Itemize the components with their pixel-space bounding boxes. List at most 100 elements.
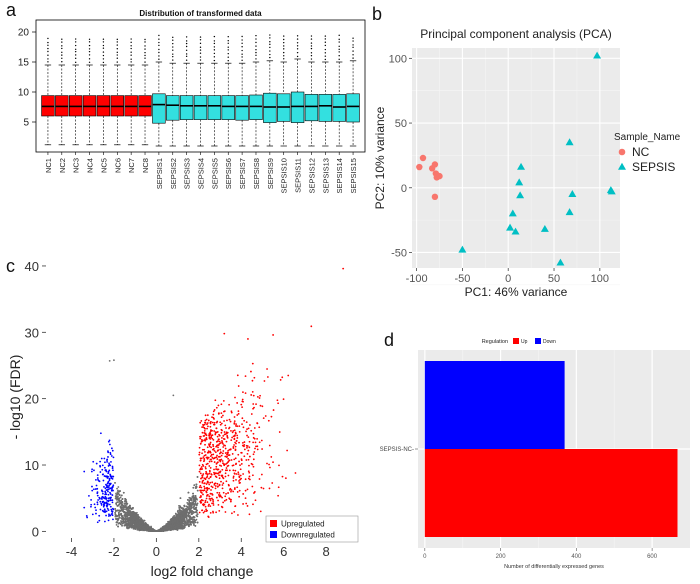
y-tick-label: 5: [23, 118, 29, 129]
volcano-point-ns: [173, 514, 176, 517]
box-outlier: [241, 42, 243, 45]
box-outlier: [172, 55, 174, 58]
box-outlier: [199, 42, 202, 45]
box-outlier: [324, 48, 327, 51]
x-axis-label: log2 fold change: [151, 563, 254, 579]
x-tick-label: SEPSIS3: [183, 158, 192, 189]
box-outlier: [241, 59, 243, 62]
y-tick-label: 0: [32, 524, 39, 539]
box-outlier: [74, 41, 77, 43]
plot-panel: [46, 256, 358, 538]
box-outlier: [116, 51, 118, 54]
box-outlier: [116, 48, 118, 50]
box-outlier: [352, 57, 354, 59]
box-outlier: [283, 38, 285, 41]
box-outlier: [88, 50, 91, 53]
y-tick-label: 20: [18, 28, 30, 39]
box-outlier: [241, 39, 243, 41]
box-outlier: [172, 46, 174, 48]
box-outlier: [185, 49, 188, 51]
box-outlier: [144, 48, 146, 50]
x-tick-label: SEPSIS15: [349, 158, 358, 193]
box-outlier: [283, 45, 285, 47]
box-outlier: [255, 34, 257, 37]
box-outlier: [296, 38, 299, 40]
chart-title: Principal component analysis (PCA): [420, 27, 611, 41]
box-outlier: [61, 54, 63, 56]
volcano-point-ns: [119, 516, 121, 519]
box-outlier: [255, 54, 257, 56]
box-outlier: [74, 61, 77, 64]
box-outlier: [199, 52, 202, 54]
box-outlier: [338, 55, 340, 57]
pca-point-sepsis: [556, 258, 565, 266]
y-tick-label: 40: [25, 259, 39, 274]
box-outlier: [310, 35, 313, 37]
box-outlier: [185, 36, 188, 38]
plot-panel: [412, 48, 620, 268]
box-outlier: [283, 51, 285, 54]
x-tick-label: NC8: [141, 158, 150, 173]
chart-title: Distribution of transformed data: [139, 9, 262, 18]
box-outlier: [199, 46, 202, 48]
panel-letter-c: c: [6, 256, 15, 276]
x-tick-label: 100: [591, 273, 609, 285]
box-outlier: [74, 48, 77, 50]
box-outlier: [158, 55, 160, 57]
box-outlier: [74, 54, 77, 56]
box-outlier: [352, 46, 354, 49]
box-outlier: [102, 44, 105, 47]
box-outlier: [227, 42, 229, 44]
box-outlier: [74, 44, 77, 47]
y-tick-label: 0: [401, 183, 407, 195]
box-outlier: [352, 40, 354, 42]
box-outlier: [172, 42, 174, 45]
box-outlier: [158, 48, 160, 51]
x-tick-label: NC1: [44, 158, 53, 173]
x-tick-label: 4: [238, 544, 245, 559]
box-outlier: [269, 46, 271, 49]
box-outlier: [144, 51, 146, 54]
box-outlier: [61, 45, 63, 47]
pca-point-sepsis: [593, 51, 602, 59]
box-outlier: [310, 42, 313, 44]
box-outlier: [227, 52, 229, 55]
box-outlier: [172, 49, 174, 51]
pca-point-nc: [419, 154, 427, 162]
box-outlier: [130, 61, 132, 63]
panel-letter-b: b: [372, 4, 383, 24]
box-outlier: [144, 54, 146, 57]
box-outlier: [185, 42, 188, 45]
box-outlier: [241, 49, 243, 52]
x-tick-label: SEPSIS2: [169, 158, 178, 189]
box-outlier: [144, 61, 146, 63]
box-outlier: [283, 41, 285, 44]
box-outlier: [158, 51, 160, 54]
legend-label-sepsis: SEPSIS: [632, 160, 675, 174]
box-outlier: [352, 54, 354, 56]
panel-letter-d: d: [384, 330, 395, 350]
box-SEPSIS9: [263, 92, 277, 123]
y-axis-label: PC2: 10% variance: [373, 106, 387, 209]
x-tick-label: SEPSIS11: [294, 158, 303, 193]
y-tick-label: 100: [389, 53, 407, 65]
volcano-point-ns: [186, 502, 189, 504]
pca-point-sepsis: [565, 208, 574, 216]
box-outlier: [130, 45, 132, 47]
box-outlier: [283, 58, 285, 60]
box-outlier: [227, 46, 229, 48]
pca-chart: Principal component analysis (PCA)-50050…: [373, 27, 681, 299]
box-outlier: [255, 45, 257, 47]
box-SEPSIS4: [193, 95, 208, 120]
x-tick-label: NC7: [127, 158, 136, 173]
pca-point-sepsis: [515, 178, 524, 186]
box-outlier: [296, 45, 299, 47]
box-outlier: [158, 44, 160, 47]
x-tick-label: SEPSIS5: [210, 158, 219, 189]
box-outlier: [352, 44, 354, 46]
y-tick-label: 30: [25, 325, 39, 340]
box-outlier: [324, 58, 327, 61]
box-outlier: [116, 57, 118, 59]
volcano-point-ns: [115, 523, 118, 526]
legend-label-nc: NC: [632, 145, 650, 159]
